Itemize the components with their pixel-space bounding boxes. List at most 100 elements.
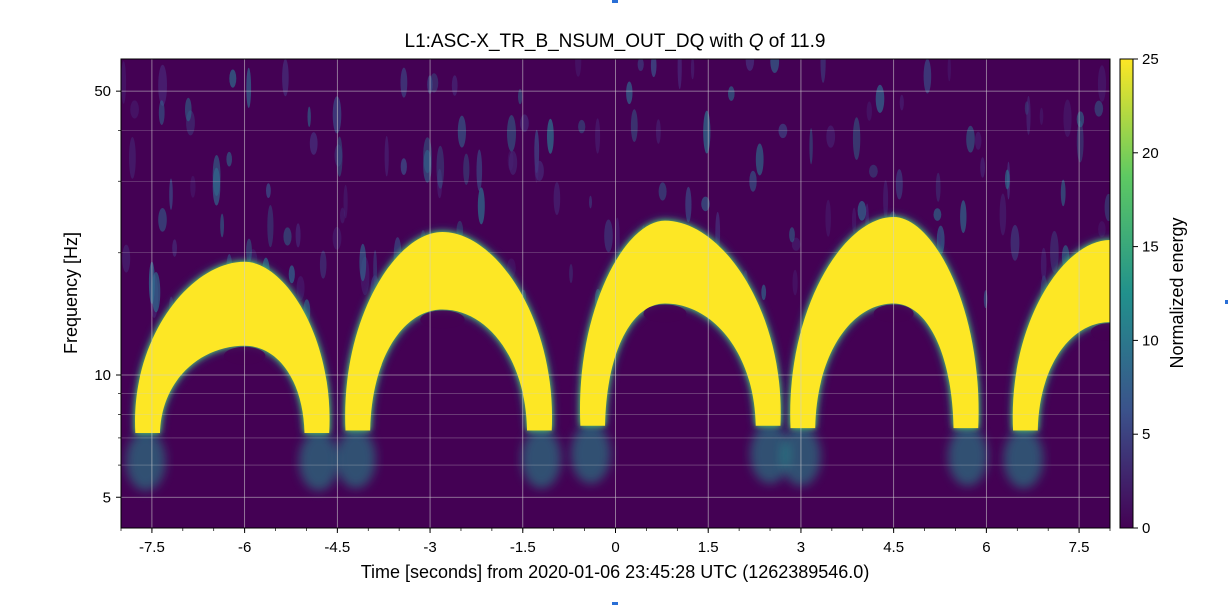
noise-streak [595, 118, 601, 154]
colorbar-tick-label: 25 [1142, 51, 1159, 68]
noise-streak [1010, 224, 1020, 261]
noise-streak [307, 106, 311, 128]
x-tick-label: -7.5 [139, 539, 165, 556]
noise-streak [983, 290, 988, 309]
noise-streak [960, 200, 967, 234]
noise-streak [1063, 99, 1072, 138]
energy-arch [125, 261, 339, 491]
noise-streak [1094, 100, 1104, 117]
arch-inner-gap [643, 304, 687, 323]
y-tick-label: 10 [94, 367, 111, 384]
noise-streak [283, 227, 292, 246]
noise-streak [476, 149, 483, 192]
noise-streak [451, 75, 458, 96]
arch-core [345, 231, 553, 431]
noise-streak [212, 167, 221, 206]
noise-streak [1097, 65, 1107, 102]
x-tick-label: -6 [238, 539, 251, 556]
chart-title: L1:ASC-X_TR_B_NSUM_OUT_DQ with Q of 11.9 [405, 31, 826, 52]
noise-streak [507, 150, 514, 171]
noise-streak [866, 101, 872, 121]
x-axis-label: Time [seconds] from 2020-01-06 23:45:28 … [361, 562, 870, 582]
noise-streak [869, 164, 878, 178]
noise-streak [809, 128, 813, 165]
noise-streak [1039, 107, 1044, 125]
noise-streak [1098, 221, 1106, 238]
noise-streak [578, 119, 586, 134]
x-tick-label: 7.5 [1069, 539, 1090, 556]
noise-streak [477, 187, 485, 225]
noise-streak [463, 153, 470, 185]
noise-streak [129, 137, 136, 179]
arch-foot-glow [335, 428, 376, 489]
noise-streak [343, 184, 348, 219]
noise-streak [508, 150, 518, 175]
noise-streak [999, 193, 1007, 236]
noise-streak [658, 182, 667, 201]
noise-streak [650, 59, 657, 78]
noise-streak [883, 180, 889, 219]
y-axis-label: Frequency [Hz] [61, 232, 81, 354]
arch-core [790, 216, 979, 429]
noise-streak [1050, 230, 1059, 273]
noise-streak [296, 276, 305, 301]
noise-streak [518, 89, 523, 105]
arch-foot-glow [750, 423, 791, 484]
colorbar-gradient [1120, 59, 1133, 528]
grid-lines [121, 59, 1110, 528]
noise-streak [980, 157, 985, 178]
noise-streak [778, 123, 788, 139]
colorbar: 0 5 10 15 20 25 Normalized energy [1119, 51, 1187, 537]
noise-streak [935, 172, 941, 202]
noise-streak [789, 227, 795, 243]
noise-streak [122, 244, 131, 273]
noise-streak [400, 158, 407, 176]
noise-streak [630, 109, 638, 142]
plot-area [120, 58, 1204, 529]
noise-streak [1076, 120, 1084, 163]
noise-streak [745, 59, 755, 71]
noise-streak [507, 258, 516, 278]
noise-streak [436, 145, 445, 189]
noise-streak [266, 183, 271, 199]
noise-streak [1026, 95, 1031, 135]
arch-core [579, 220, 781, 426]
colorbar-frame [1119, 58, 1134, 529]
noise-streak [282, 59, 289, 97]
noise-streak [507, 115, 516, 152]
noise-streak [974, 131, 982, 150]
right-edge-marker [1225, 300, 1228, 304]
noise-streak [923, 59, 932, 94]
noise-streak [246, 238, 252, 263]
noise-streak [185, 97, 192, 122]
energy-arch [335, 231, 562, 489]
noise-streak [295, 223, 301, 248]
noise-streak [755, 143, 764, 176]
noise-streak [895, 169, 903, 200]
noise-streak [575, 59, 582, 77]
noise-streak [947, 59, 951, 82]
energy-arch [570, 220, 791, 484]
noise-streak [520, 114, 529, 132]
colorbar-tick-label: 0 [1142, 520, 1150, 537]
noise-streak [1060, 179, 1066, 207]
noise-streak [749, 170, 757, 192]
noise-streak [534, 160, 544, 181]
noise-streak [899, 94, 904, 111]
noise-streak [158, 208, 167, 232]
noise-streak [334, 144, 343, 167]
noise-streak [190, 175, 196, 198]
noise-streak [336, 136, 343, 177]
noise-streak [267, 205, 274, 248]
x-tick-label: -1.5 [510, 539, 536, 556]
x-tick-label: 3 [797, 539, 805, 556]
noise-streak [728, 86, 735, 101]
noise-streak [852, 117, 861, 160]
noise-streak [172, 239, 178, 257]
noise-streak [569, 264, 573, 283]
noise-streak [703, 110, 711, 154]
arch-foot-glow [1164, 429, 1204, 489]
noise-streak [319, 250, 327, 279]
noise-streak [656, 119, 661, 144]
y-tick-label: 50 [94, 83, 111, 100]
